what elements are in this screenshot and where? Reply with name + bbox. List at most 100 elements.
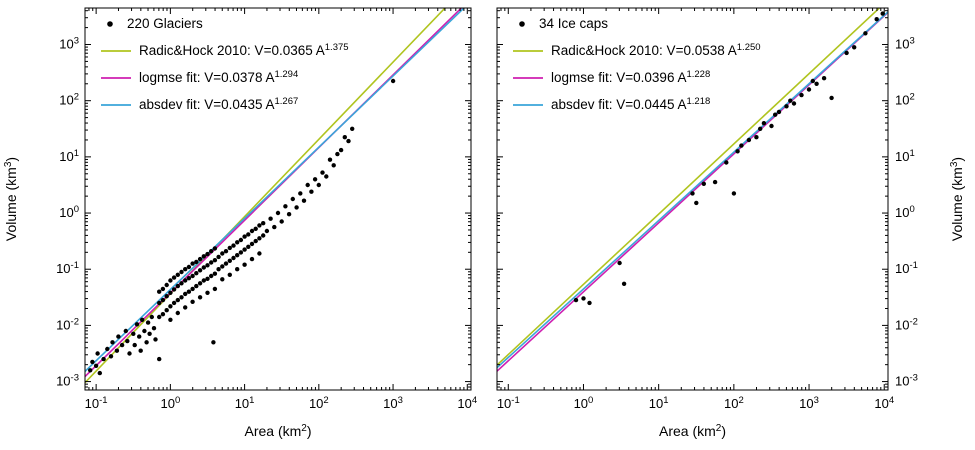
data-point: [197, 268, 203, 273]
data-point: [283, 204, 288, 209]
data-point: [712, 179, 718, 185]
data-point: [160, 297, 166, 303]
data-point: [97, 370, 103, 376]
data-point: [773, 112, 778, 117]
data-point: [390, 78, 396, 84]
data-point: [105, 346, 110, 352]
data-point: [160, 312, 166, 317]
data-point: [164, 294, 169, 299]
data-point: [211, 340, 216, 345]
data-point: [220, 251, 225, 256]
data-point: [125, 338, 130, 344]
x-tick-label: 104: [457, 395, 477, 411]
data-point: [127, 351, 132, 356]
data-point: [137, 334, 142, 339]
data-point: [90, 359, 95, 365]
data-point: [197, 295, 203, 300]
plot-frame: [496, 7, 889, 391]
data-point: [257, 251, 262, 256]
data-point: [724, 160, 729, 165]
data-point: [157, 314, 162, 320]
data-point: [690, 191, 695, 196]
y-tick-label: 100: [59, 204, 79, 220]
data-point: [123, 328, 128, 334]
data-point: [134, 322, 140, 327]
data-point: [138, 348, 143, 353]
data-point: [227, 245, 232, 251]
data-point: [238, 250, 244, 255]
data-point: [814, 81, 819, 87]
data-point: [212, 286, 218, 292]
x-tick-label: 101: [649, 395, 669, 411]
data-point: [171, 275, 177, 280]
data-point: [253, 238, 258, 244]
data-point: [327, 157, 333, 162]
data-point: [168, 278, 173, 283]
data-point: [175, 272, 180, 277]
data-point: [731, 191, 737, 196]
data-point: [212, 258, 218, 263]
legend-fit-label: Radic&Hock 2010: V=0.0365 A1.375: [139, 42, 349, 58]
data-point: [186, 264, 192, 270]
data-point: [205, 263, 210, 268]
x-tick-label: 104: [874, 395, 894, 411]
x-tick-label: 101: [235, 395, 255, 411]
legend-fit-label: logmse fit: V=0.0396 A1.228: [551, 69, 710, 85]
data-point: [201, 265, 206, 270]
data-point: [235, 240, 240, 245]
fit-line-absdev: [497, 11, 888, 369]
x-tick-label: 100: [160, 395, 180, 411]
data-point: [157, 289, 162, 294]
data-point: [617, 260, 622, 266]
data-point: [183, 278, 188, 283]
data-point: [209, 260, 214, 265]
data-point: [863, 31, 868, 36]
x-tick-label: 103: [383, 395, 403, 411]
legend-fit-label: Radic&Hock 2010: V=0.0538 A1.250: [551, 42, 761, 58]
data-point: [806, 87, 812, 92]
legend-marker-dot: [107, 21, 113, 27]
data-point: [249, 256, 255, 262]
data-point: [246, 244, 251, 249]
y-tick-label: 102: [895, 92, 915, 108]
fit-line-radic: [497, 8, 881, 366]
glaciers-panel: 10-1 100 101 102 103 104 10-3 10-2 10-1 100 101 102…: [3, 7, 477, 439]
data-point: [587, 300, 592, 306]
data-point: [257, 223, 262, 228]
data-point: [810, 78, 815, 84]
data-point: [88, 368, 93, 373]
data-point: [144, 340, 149, 345]
data-point: [286, 212, 292, 217]
fit-line-absdev: [85, 8, 466, 372]
data-point: [275, 210, 281, 216]
data-point: [621, 281, 627, 286]
data-point: [290, 196, 295, 202]
data-point: [183, 291, 188, 297]
data-point: [194, 271, 199, 276]
data-point: [761, 121, 767, 126]
data-point: [212, 271, 218, 276]
data-point: [268, 216, 273, 221]
y-tick-label: 10-3: [56, 373, 79, 389]
data-point: [261, 221, 266, 226]
y-axis-label: Volume (km3): [949, 157, 965, 241]
data-point: [844, 50, 849, 56]
data-point: [694, 200, 699, 206]
legend-fit-label: absdev fit: V=0.0445 A1.218: [551, 96, 710, 112]
data-point: [175, 283, 180, 289]
data-point: [238, 237, 244, 243]
x-axis-label: Area (km2): [244, 423, 311, 439]
y-tick-label: 102: [59, 92, 79, 108]
data-point: [179, 281, 184, 286]
legend: 220 Glaciers Radic&Hock 2010: V=0.0365 A1…: [101, 16, 349, 112]
data-point: [829, 95, 834, 101]
data-point: [242, 234, 247, 239]
data-point: [186, 289, 192, 294]
data-point: [342, 135, 347, 140]
legend-series-label: 34 Ice caps: [539, 16, 608, 31]
data-point: [305, 182, 310, 188]
data-point: [175, 297, 180, 303]
data-point: [769, 123, 774, 129]
data-point: [119, 342, 125, 348]
data-point: [788, 98, 793, 103]
